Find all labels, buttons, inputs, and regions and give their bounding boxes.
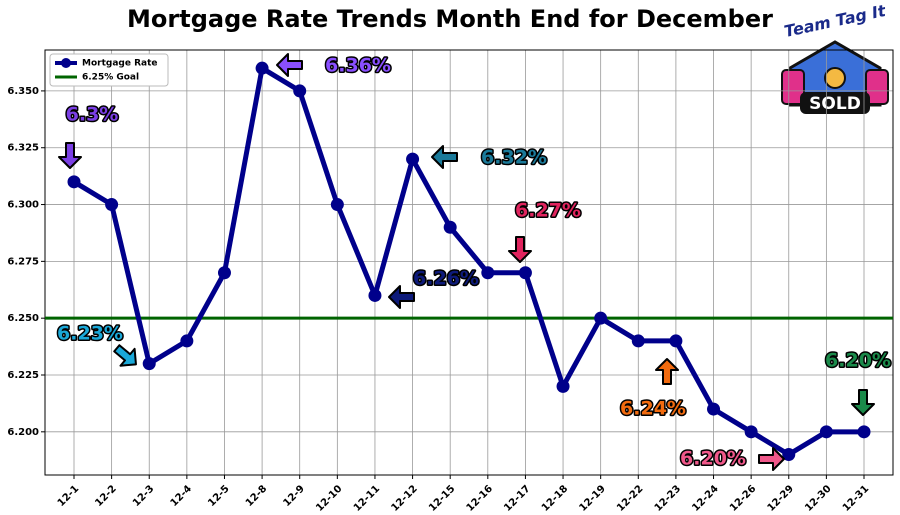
data-point — [368, 288, 382, 302]
chart-title: Mortgage Rate Trends Month End for Decem… — [127, 5, 773, 33]
series-line — [72, 65, 864, 458]
annotation: 6.3% — [66, 104, 119, 126]
data-point — [330, 198, 344, 212]
annotation-arrow — [113, 344, 137, 367]
data-point — [631, 334, 645, 348]
logo-text: Team Tag It — [782, 1, 888, 41]
legend-box — [49, 53, 169, 87]
data-point — [217, 266, 231, 280]
x-tick-label: 12-10 — [314, 483, 344, 513]
x-tick-label: 12-30 — [803, 483, 833, 513]
x-tick-label: 12-9 — [281, 483, 307, 509]
annotation-arrow — [431, 145, 458, 169]
y-tick-label: 6.275 — [7, 256, 39, 267]
annotation: 6.20% — [680, 448, 746, 470]
x-tick-label: 12-24 — [690, 483, 720, 513]
annotation: 6.24% — [620, 398, 686, 420]
logo-hands — [824, 67, 846, 89]
annotation: 6.27% — [515, 200, 581, 222]
data-point — [293, 84, 307, 98]
data-point — [105, 198, 119, 212]
logo-badge — [800, 92, 870, 114]
x-tick-label: 12-29 — [766, 483, 796, 513]
annotation: 6.20% — [825, 350, 891, 372]
data-point — [744, 425, 758, 439]
data-point — [180, 334, 194, 348]
x-tick-label: 12-15 — [427, 483, 457, 513]
y-tick-label: 6.250 — [7, 313, 39, 324]
data-point — [594, 311, 608, 325]
data-point — [67, 175, 81, 189]
data-point — [707, 402, 721, 416]
x-tick-label: 12-2 — [93, 483, 119, 509]
plot-frame — [44, 49, 894, 476]
y-tick-label: 6.300 — [7, 200, 39, 211]
annotation: 6.23% — [57, 323, 123, 345]
legend-swatch — [61, 58, 71, 68]
data-point — [857, 425, 871, 439]
data-point — [481, 266, 495, 280]
legend-label: Mortgage Rate — [82, 59, 158, 69]
data-point — [819, 425, 833, 439]
annotation: 6.36% — [325, 55, 391, 77]
x-tick-label: 12-26 — [728, 483, 758, 513]
data-point — [518, 266, 532, 280]
x-tick-label: 12-16 — [465, 483, 495, 513]
x-tick-label: 12-31 — [841, 483, 871, 513]
legend-label: 6.25% Goal — [82, 73, 139, 83]
x-tick-label: 12-19 — [578, 483, 608, 513]
annotation: 6.26% — [413, 268, 479, 290]
x-tick-label: 12-23 — [653, 483, 683, 513]
logo-cuff — [865, 69, 889, 105]
x-tick-label: 12-1 — [56, 483, 82, 509]
y-tick-label: 6.225 — [7, 370, 39, 381]
y-tick-label: 6.325 — [7, 143, 39, 154]
data-point — [782, 448, 796, 462]
x-tick-label: 12-8 — [244, 483, 270, 509]
x-tick-label: 12-5 — [206, 483, 232, 509]
x-tick-label: 12-11 — [352, 483, 382, 513]
annotation-arrow — [276, 53, 303, 77]
annotation-arrow — [508, 236, 532, 263]
data-point — [443, 220, 457, 234]
annotation-arrow — [851, 389, 875, 416]
x-tick-label: 12-12 — [389, 483, 419, 513]
x-tick-label: 12-22 — [615, 483, 645, 513]
y-tick-label: 6.350 — [7, 86, 39, 97]
data-point — [406, 152, 420, 166]
x-tick-label: 12-4 — [169, 483, 195, 509]
logo-badge-text: SOLD — [809, 94, 861, 114]
x-tick-label: 12-18 — [540, 483, 570, 513]
data-point — [255, 61, 269, 75]
data-point — [556, 379, 570, 393]
x-tick-label: 12-17 — [502, 483, 532, 513]
data-point — [669, 334, 683, 348]
annotation-arrow — [655, 358, 679, 385]
annotation-arrow — [758, 447, 785, 471]
logo: SOLD Team Tag It — [781, 0, 890, 114]
data-point — [142, 357, 156, 371]
annotation: 6.32% — [481, 147, 547, 169]
logo-cuff — [781, 69, 805, 105]
annotation-arrow — [58, 142, 82, 169]
annotation-arrow — [388, 285, 415, 309]
x-tick-label: 12-3 — [131, 483, 157, 509]
y-tick-label: 6.200 — [7, 427, 39, 438]
